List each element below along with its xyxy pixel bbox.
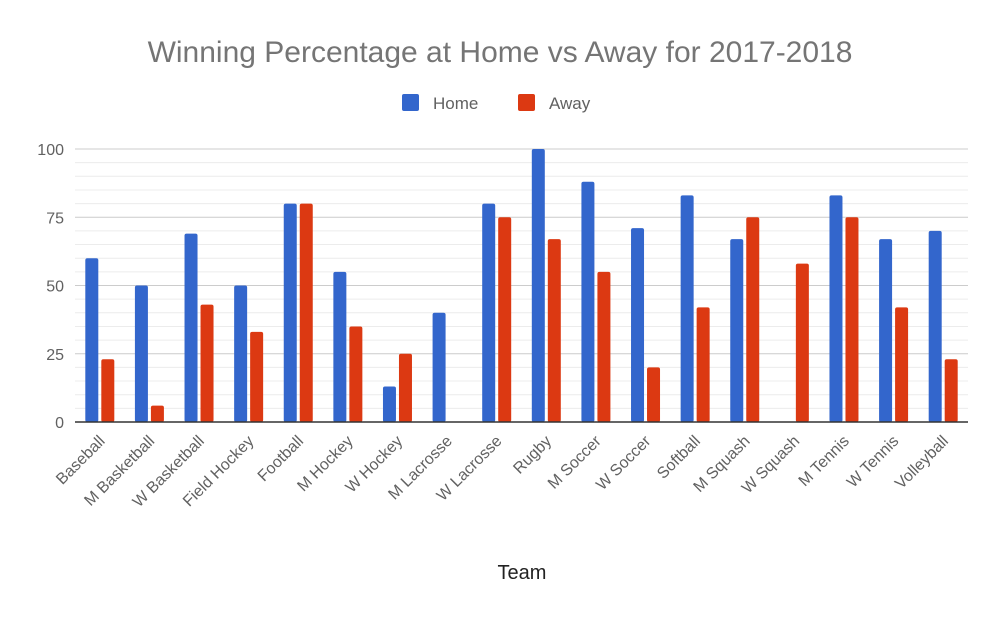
x-tick-label: Volleyball bbox=[892, 433, 952, 493]
bar-home-w-basketball bbox=[184, 233, 198, 422]
bar-home-m-hockey bbox=[333, 271, 347, 422]
bar-home-m-lacrosse bbox=[432, 312, 446, 422]
x-tick-label: M Tennis bbox=[796, 433, 853, 490]
bar-home-m-basketball bbox=[134, 285, 148, 422]
bar-home-m-tennis bbox=[829, 195, 843, 422]
bar-home-football bbox=[283, 203, 297, 422]
bar-home-baseball bbox=[85, 258, 99, 422]
bar-away-m-tennis bbox=[845, 217, 859, 422]
bar-home-m-squash bbox=[730, 239, 744, 422]
bar-away-football bbox=[299, 203, 313, 422]
legend-swatch-away bbox=[518, 94, 535, 111]
x-tick-label: Rugby bbox=[510, 433, 555, 478]
y-tick-label: 50 bbox=[46, 279, 64, 296]
bar-away-rugby bbox=[547, 239, 561, 422]
bar-home-w-lacrosse bbox=[482, 203, 496, 422]
x-tick-label: Softball bbox=[654, 433, 704, 483]
bar-home-w-hockey bbox=[382, 386, 396, 422]
bar-away-w-tennis bbox=[895, 307, 909, 422]
x-tick-label: W Soccer bbox=[593, 432, 655, 494]
legend-label-home: Home bbox=[433, 94, 478, 113]
bar-away-field-hockey bbox=[250, 331, 264, 422]
bar-away-m-soccer bbox=[597, 271, 611, 422]
bar-away-m-squash bbox=[746, 217, 760, 422]
bar-away-baseball bbox=[101, 359, 115, 422]
bars bbox=[85, 149, 958, 422]
y-tick-label: 75 bbox=[46, 210, 64, 227]
y-tick-label: 100 bbox=[37, 142, 64, 159]
bar-home-softball bbox=[680, 195, 694, 422]
bar-away-w-basketball bbox=[200, 304, 214, 422]
legend-swatch-home bbox=[402, 94, 419, 111]
bar-away-w-lacrosse bbox=[498, 217, 512, 422]
bar-home-w-tennis bbox=[879, 239, 893, 422]
y-axis-ticks: 0 25 50 75 100 bbox=[37, 142, 64, 432]
legend: Home Away bbox=[402, 94, 591, 113]
bar-home-m-soccer bbox=[581, 181, 595, 422]
y-tick-label: 25 bbox=[46, 347, 64, 364]
gridlines bbox=[75, 148, 968, 409]
bar-home-volleyball bbox=[928, 230, 942, 422]
bar-home-field-hockey bbox=[234, 285, 248, 422]
bar-away-w-soccer bbox=[647, 367, 661, 422]
bar-away-w-squash bbox=[795, 263, 809, 422]
bar-away-w-hockey bbox=[398, 353, 412, 422]
y-tick-label: 0 bbox=[55, 415, 64, 432]
bar-home-w-soccer bbox=[631, 228, 645, 422]
bar-home-rugby bbox=[531, 149, 545, 422]
bar-away-m-basketball bbox=[150, 405, 164, 422]
x-axis-title: Team bbox=[498, 562, 547, 584]
legend-label-away: Away bbox=[549, 94, 591, 113]
chart-title: Winning Percentage at Home vs Away for 2… bbox=[148, 36, 853, 69]
bar-away-softball bbox=[696, 307, 710, 422]
bar-away-volleyball bbox=[944, 359, 958, 422]
bar-away-m-hockey bbox=[349, 326, 363, 422]
